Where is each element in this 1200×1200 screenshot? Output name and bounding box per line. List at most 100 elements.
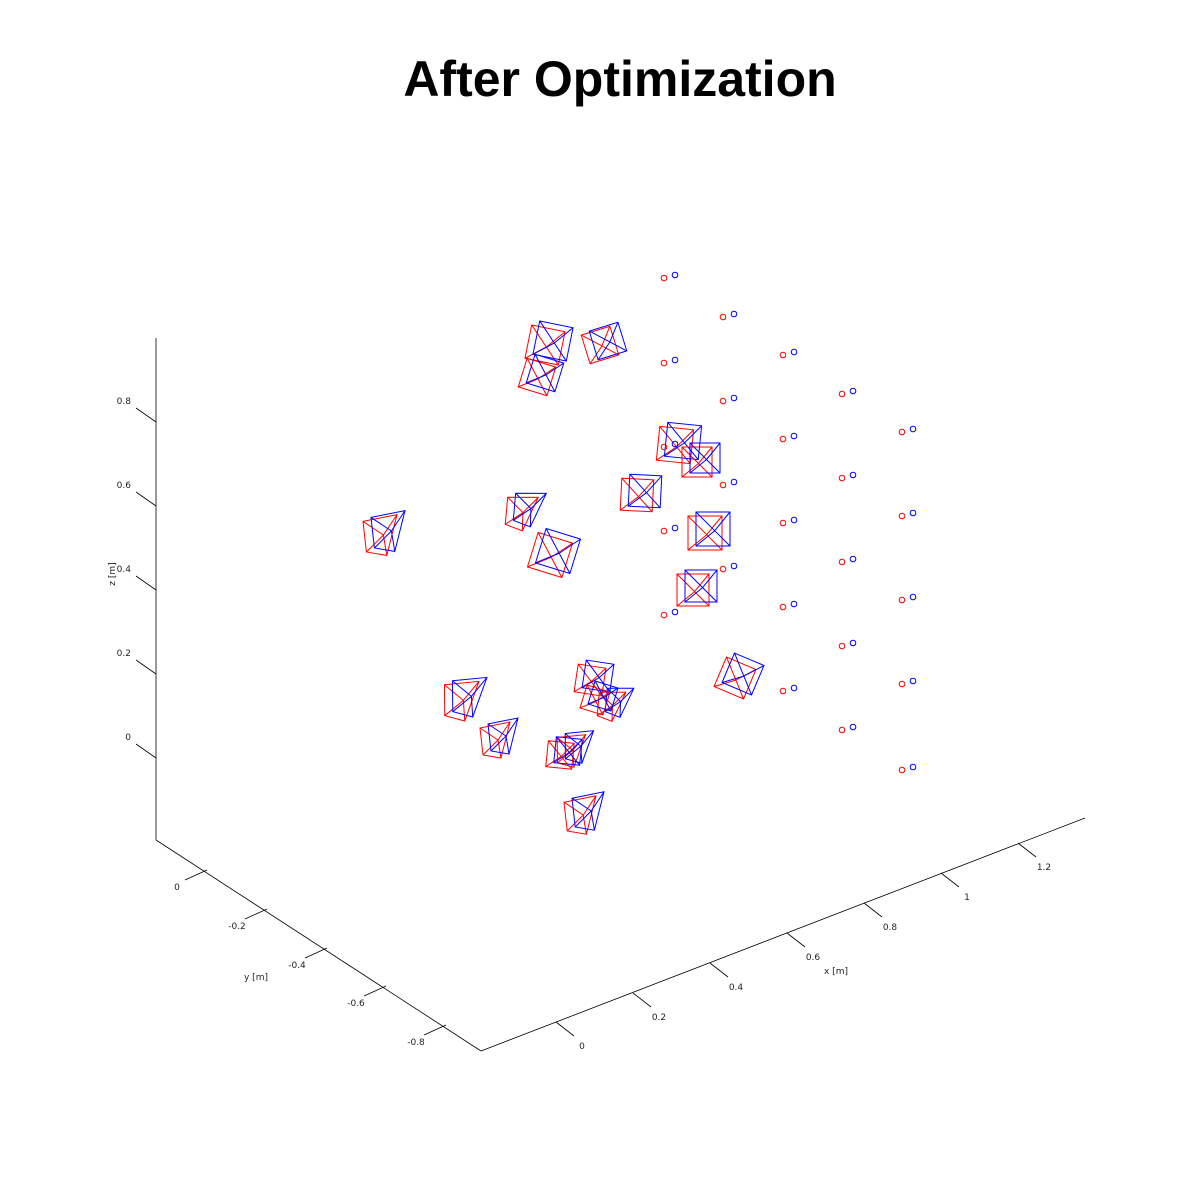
y-tick-label: -0.6 (347, 999, 365, 1009)
y-tick (423, 1024, 447, 1036)
point-marker (779, 351, 787, 359)
camera-frustum (526, 531, 574, 579)
axis-ticks (135, 407, 1037, 1037)
point-marker (909, 763, 917, 771)
x-axis-label: x [m] (824, 967, 848, 977)
y-tick-label: -0.2 (228, 922, 246, 932)
point-marker (790, 600, 798, 608)
point-marker (909, 677, 917, 685)
point-marker (779, 435, 787, 443)
x-tick-label: 0.2 (652, 1013, 666, 1023)
camera-frustum (451, 676, 488, 718)
point-marker (730, 478, 738, 486)
point-marker (719, 481, 727, 489)
y-axis-line (155, 839, 482, 1052)
z-tick-label: 0.4 (117, 565, 132, 575)
camera-frustum (713, 656, 757, 700)
x-tick (940, 872, 960, 888)
point-marker (909, 593, 917, 601)
point-marker (660, 359, 668, 367)
camera-frustum (619, 477, 655, 513)
point-marker (719, 313, 727, 321)
camera-frustum (587, 680, 619, 712)
point-marker (790, 684, 798, 692)
chart-title: After Optimization (403, 51, 837, 107)
camera-frustum (695, 511, 731, 547)
camera-frustum (534, 527, 582, 575)
y-tick-label: 0 (174, 883, 180, 893)
camera-frustum (370, 509, 406, 552)
point-marker (849, 639, 857, 647)
point-marker (671, 271, 679, 279)
camera-frustum (504, 496, 540, 532)
y-tick-label: -0.4 (288, 961, 306, 971)
point-marker (660, 611, 668, 619)
z-tick-label: 0 (125, 733, 131, 743)
z-tick-label: 0.8 (117, 397, 132, 407)
camera-frustum (525, 353, 565, 393)
z-tick (135, 743, 157, 759)
point-marker (849, 387, 857, 395)
camera-frustum (676, 573, 710, 607)
point-marker (898, 428, 906, 436)
camera-frustum (687, 515, 723, 551)
camera-frustum (580, 325, 620, 365)
point-marker (730, 394, 738, 402)
point-marker (790, 516, 798, 524)
y-tick-label: -0.8 (407, 1038, 425, 1048)
x-tick-label: 1.2 (1037, 863, 1051, 873)
camera-frustum (563, 795, 597, 835)
z-tick (135, 407, 157, 423)
point-marker (898, 512, 906, 520)
x-tick-label: 0.4 (729, 983, 744, 993)
point-marker (838, 726, 846, 734)
point-marker (790, 432, 798, 440)
x-tick (632, 992, 652, 1008)
point-marker (849, 723, 857, 731)
point-marker (779, 519, 787, 527)
point-marker (660, 443, 668, 451)
camera-frustum (596, 691, 627, 722)
y-tick (304, 947, 328, 959)
point-marker (660, 527, 668, 535)
point-marker (849, 471, 857, 479)
camera-frustum (571, 791, 605, 831)
camera-frustum (524, 324, 566, 366)
point-marker (838, 642, 846, 650)
point-marker (898, 766, 906, 774)
point-marker (730, 562, 738, 570)
x-tick (863, 902, 883, 918)
point-marker (909, 425, 917, 433)
y-tick (244, 908, 268, 920)
point-marker (730, 310, 738, 318)
camera-frustums (362, 320, 765, 835)
point-marker (671, 608, 679, 616)
axis-tick-labels: 0 0.2 0.4 0.6 0.8 1 1.2 0 -0.2 -0.4 -0.6 -0.8 0 0.2 0.… (117, 397, 1051, 1052)
camera-frustum (517, 357, 557, 397)
point-marker (671, 440, 679, 448)
camera-frustum (689, 442, 721, 474)
z-tick (135, 491, 157, 507)
point-marker (719, 565, 727, 573)
z-tick (135, 659, 157, 675)
point-marker (849, 555, 857, 563)
y-tick (184, 869, 208, 881)
point-marker (838, 474, 846, 482)
camera-frustum (443, 680, 480, 722)
camera-frustum (512, 492, 548, 528)
x-tick-label: 0.6 (806, 953, 821, 963)
x-tick (786, 932, 806, 948)
x-tick (709, 962, 729, 978)
point-marker (719, 397, 727, 405)
y-tick (363, 985, 387, 997)
target-points (660, 271, 917, 774)
point-marker (660, 274, 668, 282)
camera-frustum (663, 421, 703, 461)
point-marker (909, 509, 917, 517)
camera-frustum (487, 717, 519, 755)
point-marker (898, 680, 906, 688)
camera-frustum (479, 721, 511, 759)
camera-frustum (684, 569, 718, 603)
point-marker (671, 524, 679, 532)
z-tick-label: 0.6 (117, 481, 132, 491)
